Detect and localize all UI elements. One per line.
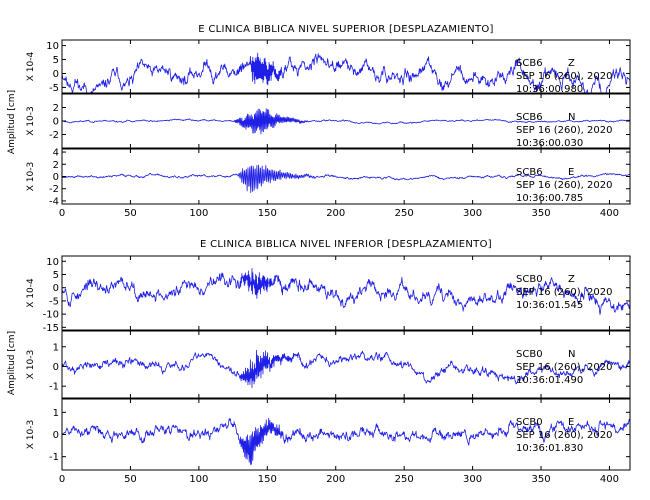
y-tick-label: 5	[53, 270, 59, 281]
y-tick-label: -2	[49, 130, 59, 141]
panel-z: -15 -10 -5 0 5 10 X 10-4 SCB0 Z SEP 16 (260), 202…	[26, 255, 631, 334]
component-label: N	[568, 349, 575, 360]
scale-label: X 10-3	[26, 162, 36, 191]
y-tick-label: 2	[53, 103, 59, 114]
scale-label: X 10-4	[26, 278, 36, 308]
time-label: 10:36:00.980	[516, 84, 583, 95]
x-tick-label: 100	[189, 474, 208, 485]
y-tick-label: 5	[53, 55, 59, 66]
chart-group-1: E CLINICA BIBLICA NIVEL SUPERIOR [DESPLA…	[7, 24, 631, 219]
x-tick-label: 350	[531, 208, 550, 219]
y-tick-label: 10	[46, 41, 59, 52]
y-tick-label: -5	[49, 83, 59, 94]
x-tick-label: 300	[463, 474, 482, 485]
y-tick-label: 4	[53, 148, 59, 159]
y-axis-label: Amplitud [cm]	[7, 90, 17, 154]
y-tick-label: -1	[49, 382, 59, 393]
station-label: SCB0	[516, 349, 543, 360]
scale-label: X 10-3	[26, 106, 36, 135]
time-label: 10:36:01.490	[516, 375, 583, 386]
y-tick-label: 10	[46, 257, 59, 268]
x-tick-label: 50	[124, 474, 137, 485]
date-label: SEP 16 (260), 2020	[516, 125, 612, 136]
date-label: SEP 16 (260), 2020	[516, 180, 612, 191]
scale-label: X 10-3	[26, 350, 36, 379]
component-label: Z	[568, 274, 575, 285]
x-tick-label: 250	[395, 474, 414, 485]
trace-scb0-z	[61, 267, 631, 315]
y-tick-label: 2	[53, 160, 59, 171]
y-tick-label: 0	[53, 430, 59, 441]
panel-frame	[61, 330, 631, 399]
time-label: 10:36:00.785	[516, 193, 583, 204]
y-tick-label: -2	[49, 184, 59, 195]
y-tick-label: 0	[53, 172, 59, 183]
x-tick-label: 200	[326, 208, 345, 219]
panel-frame	[61, 39, 631, 94]
x-tick-label: 150	[258, 474, 277, 485]
component-label: N	[568, 112, 575, 123]
trace-scb0-n	[61, 349, 631, 389]
x-tick-label: 0	[59, 208, 65, 219]
x-tick-label: 300	[463, 208, 482, 219]
panel-n: -1 0 1 X 10-3 SCB0 N SEP 16 (260), 2020 10:36:0…	[26, 330, 631, 399]
time-label: 10:36:01.545	[516, 300, 583, 311]
y-tick-label: 0	[53, 283, 59, 294]
station-label: SCB6	[516, 112, 543, 123]
trace-scb0-e	[61, 417, 631, 465]
scale-label: X 10-3	[26, 420, 36, 449]
y-tick-label: 1	[53, 408, 59, 419]
x-tick-label: 400	[600, 208, 619, 219]
chart-title: E CLINICA BIBLICA NIVEL INFERIOR [DESPLA…	[200, 239, 492, 250]
x-tick-label: 250	[395, 208, 414, 219]
y-tick-label: 0	[53, 117, 59, 128]
chart-group-2: E CLINICA BIBLICA NIVEL INFERIOR [DESPLA…	[7, 239, 631, 485]
x-tick-label: 150	[258, 208, 277, 219]
date-label: SEP 16 (260), 2020	[516, 362, 612, 373]
trace-scb6-z	[61, 52, 631, 94]
time-label: 10:36:01.830	[516, 443, 583, 454]
component-label: E	[568, 417, 574, 428]
component-label: Z	[568, 58, 575, 69]
x-tick-label: 50	[124, 208, 137, 219]
chart-title: E CLINICA BIBLICA NIVEL SUPERIOR [DESPLA…	[198, 24, 493, 35]
y-tick-label: 0	[53, 69, 59, 80]
x-tick-label: 200	[326, 474, 345, 485]
y-tick-label: -4	[49, 196, 59, 207]
station-label: SCB0	[516, 417, 543, 428]
y-tick-label: 0	[53, 362, 59, 373]
panel-e: -1 0 1 X 10-3 SCB0 E SEP 16 (260), 2020 10:36:0…	[26, 398, 631, 471]
x-tick-label: 0	[59, 474, 65, 485]
station-label: SCB6	[516, 58, 543, 69]
panel-n: -2 0 2 X 10-3 SCB6 N SEP 16 (260), 2020 10:36:0…	[26, 93, 631, 149]
station-label: SCB6	[516, 167, 543, 178]
trace-scb6-e	[61, 164, 631, 193]
y-tick-label: -1	[49, 452, 59, 463]
y-tick-label: 1	[53, 342, 59, 353]
time-label: 10:36:00.030	[516, 138, 583, 149]
trace-scb6-n	[61, 108, 631, 135]
station-label: SCB0	[516, 274, 543, 285]
y-tick-label: -10	[43, 310, 59, 321]
component-label: E	[568, 167, 574, 178]
panel-z: -5 0 5 10 X 10-4 SCB6 Z SEP 16 (260), 2020 10:36…	[26, 39, 631, 95]
y-tick-label: -5	[49, 296, 59, 307]
y-tick-label: -15	[43, 323, 59, 334]
date-label: SEP 16 (260), 2020	[516, 287, 612, 298]
date-label: SEP 16 (260), 2020	[516, 430, 612, 441]
date-label: SEP 16 (260), 2020	[516, 71, 612, 82]
x-tick-label: 100	[189, 208, 208, 219]
x-tick-label: 350	[531, 474, 550, 485]
panel-frame	[61, 255, 631, 331]
y-axis-label: Amplitud [cm]	[7, 331, 17, 395]
x-tick-label: 400	[600, 474, 619, 485]
scale-label: X 10-4	[26, 52, 36, 82]
